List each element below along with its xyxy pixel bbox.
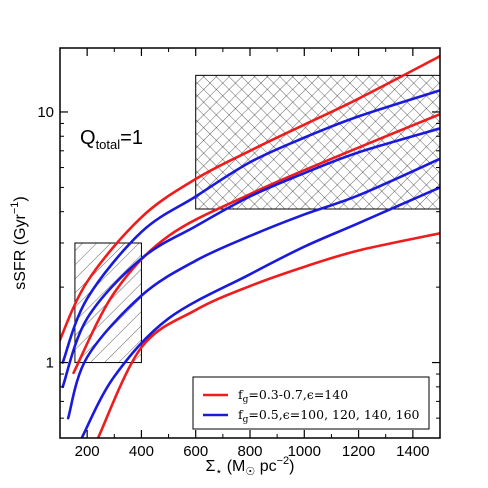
legend: fg=0.3-0.7,ϵ=140 fg=0.5,ϵ=100, 120, 140,… (193, 377, 429, 429)
x-tick-label: 1400 (396, 443, 429, 460)
y-axis-title: sSFR (Gyr−1) (9, 196, 29, 289)
y-tick-label: 10 (37, 104, 54, 121)
x-tick-label: 200 (75, 443, 100, 460)
x-tick-label: 400 (129, 443, 154, 460)
crosshatch-hatched-region (196, 75, 440, 209)
x-tick-label: 600 (183, 443, 208, 460)
x-tick-label: 1200 (342, 443, 375, 460)
y-tick-label: 1 (46, 355, 54, 372)
